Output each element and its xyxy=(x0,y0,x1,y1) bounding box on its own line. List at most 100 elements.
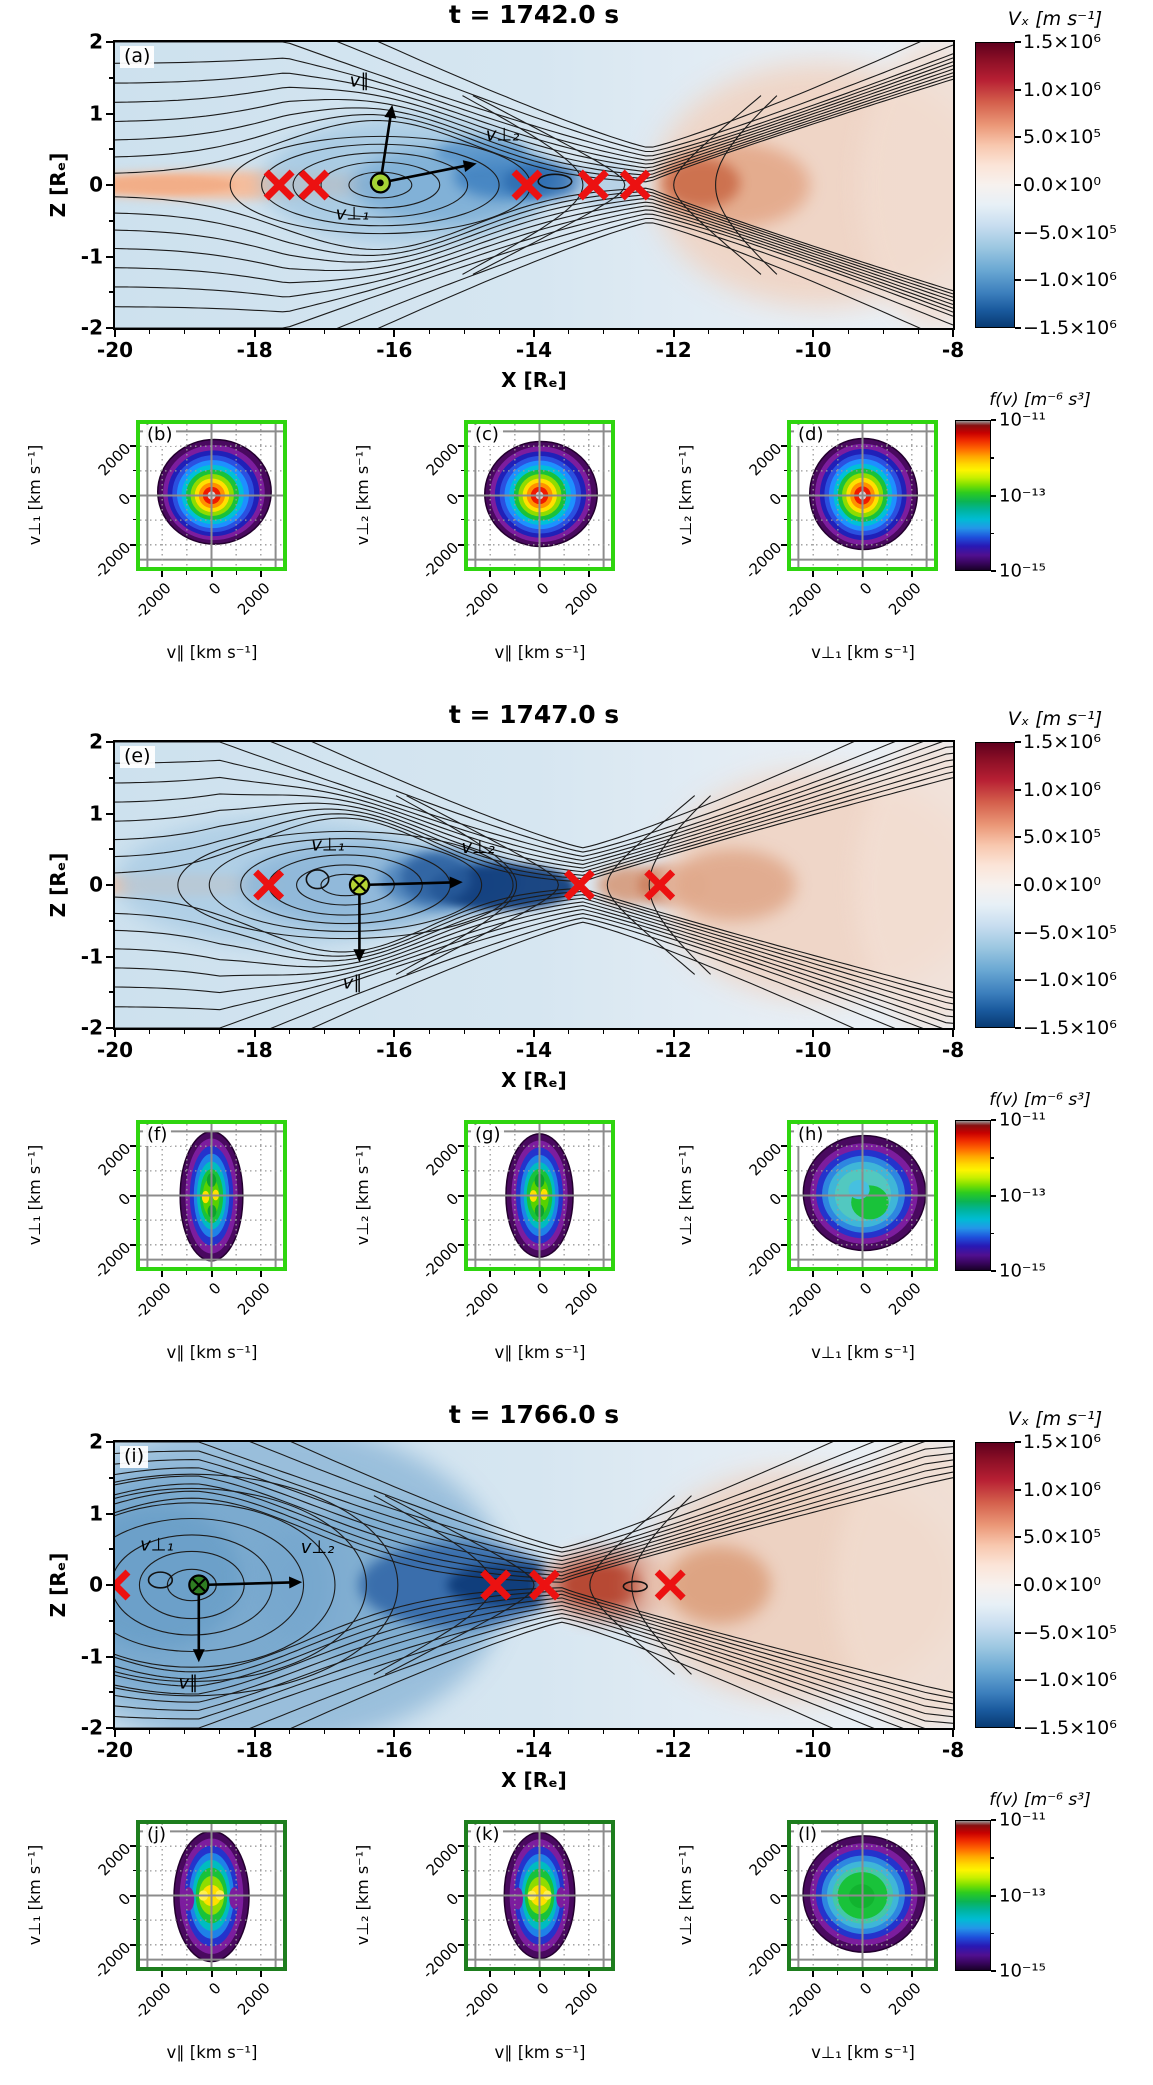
colorbar-tick xyxy=(991,1819,996,1821)
axis-tick xyxy=(952,1030,954,1037)
dist-y-axis-label: v⊥₂ [km s⁻¹] xyxy=(353,444,372,546)
axis-tick xyxy=(109,776,113,779)
vdf-heatmap xyxy=(140,1124,283,1267)
vx-colorbar-tick-label: −1.0×10⁶ xyxy=(1023,969,1117,992)
colorbar-tick xyxy=(991,419,996,421)
dist-axis-tick xyxy=(783,1169,787,1171)
dist-axis-tick xyxy=(161,571,164,577)
fv-colorbar xyxy=(955,1820,991,1971)
dist-axis-tick xyxy=(783,519,787,521)
vector-label: v⊥₂ xyxy=(486,125,520,146)
fv-colorbar-title: f(v) [m⁻⁶ s³] xyxy=(989,1790,1091,1810)
dist-axis-tick xyxy=(460,1919,464,1921)
fv-colorbar-tick-label: 10⁻¹⁵ xyxy=(999,560,1046,582)
axis-tick xyxy=(109,991,113,994)
x-tick-label: -20 xyxy=(96,1738,134,1762)
colorbar-tick xyxy=(1015,41,1021,43)
dist-axis-tick xyxy=(781,543,787,546)
vector-label: v⊥₁ xyxy=(336,203,370,224)
z-tick-label: -1 xyxy=(80,244,103,269)
axis-tick xyxy=(109,76,113,79)
panel-letter: (e) xyxy=(120,745,155,768)
figure-section: t = 1742.0 s Z [Rₑ] v∥ v⊥₂ v⊥₁ (a) X [Rₑ] … xyxy=(0,0,1153,685)
dist-axis-tick xyxy=(458,543,464,546)
axis-tick xyxy=(109,291,113,294)
x-line-marker xyxy=(253,869,285,901)
panel-title: t = 1742.0 s xyxy=(448,0,620,29)
vector-label: v∥ xyxy=(178,1673,198,1694)
vx-colorbar xyxy=(975,742,1015,1028)
colorbar-tick xyxy=(1015,327,1021,329)
vdf-heatmap xyxy=(468,1824,611,1967)
fv-colorbar-tick-label: 10⁻¹³ xyxy=(999,485,1046,506)
dist-axis-tick xyxy=(458,1943,464,1946)
axis-tick xyxy=(106,327,113,329)
arrowhead xyxy=(353,949,366,963)
axis-tick xyxy=(184,1730,186,1734)
axis-tick xyxy=(743,1730,744,1734)
vdf-heatmap xyxy=(140,424,283,567)
vx-colorbar-tick-label: 0.0×10⁰ xyxy=(1023,1574,1101,1596)
dist-axis-tick xyxy=(259,1271,262,1277)
dist-panel: (d) xyxy=(787,420,938,571)
axis-tick xyxy=(498,1730,500,1734)
arrowhead xyxy=(288,1576,303,1589)
x-axis-label: X [Rₑ] xyxy=(501,1068,567,1092)
dist-x-axis-label: v∥ [km s⁻¹] xyxy=(166,2043,258,2062)
z-tick-label: 0 xyxy=(89,1572,103,1597)
colorbar-tick xyxy=(1015,88,1021,91)
axis-tick xyxy=(219,1030,221,1034)
dist-axis-tick xyxy=(259,571,262,577)
dist-axis-tick xyxy=(514,1971,516,1975)
colorbar-tick xyxy=(991,570,996,572)
figure-section: t = 1766.0 s Z [Rₑ] v⊥₂ v∥ v⊥₁ (i) X [Rₑ] … xyxy=(0,1400,1153,2085)
colorbar-tick xyxy=(1015,136,1021,139)
x-line-marker xyxy=(529,1569,560,1601)
colorbar-tick xyxy=(991,1270,996,1272)
colorbar-tick xyxy=(991,1194,996,1197)
dist-axis-tick xyxy=(130,1243,136,1246)
axis-tick xyxy=(882,1730,884,1734)
axis-tick xyxy=(812,330,815,337)
axis-tick xyxy=(106,1512,113,1515)
velocity-axis-arrow xyxy=(359,881,452,887)
fv-colorbar-title: f(v) [m⁻⁶ s³] xyxy=(989,390,1091,410)
fv-colorbar-tick-label: 10⁻¹¹ xyxy=(999,409,1046,431)
dist-axis-tick xyxy=(783,1869,787,1871)
x-axis-label: X [Rₑ] xyxy=(501,1768,567,1792)
x-tick-label: -8 xyxy=(941,1738,965,1762)
dist-axis-tick xyxy=(781,1894,787,1897)
dist-axis-tick xyxy=(132,1169,136,1171)
fv-colorbar-tick-label: 10⁻¹³ xyxy=(999,1885,1046,1906)
axis-tick xyxy=(777,1730,779,1734)
axis-tick xyxy=(358,1030,360,1034)
dist-axis-tick xyxy=(259,1971,262,1977)
x-line-marker xyxy=(654,1569,686,1601)
z-tick-label: 0 xyxy=(89,172,103,197)
axis-tick xyxy=(106,955,113,958)
axis-tick xyxy=(109,1691,113,1694)
dist-axis-tick xyxy=(781,1943,787,1946)
colorbar-tick xyxy=(1015,788,1021,791)
axis-tick xyxy=(289,1030,291,1034)
axis-tick xyxy=(463,1730,465,1734)
dist-x-axis-label: v⊥₁ [km s⁻¹] xyxy=(811,643,915,662)
dist-axis-tick xyxy=(812,1271,815,1277)
dist-axis-tick xyxy=(210,1971,213,1977)
dist-panel: (l) xyxy=(787,1820,938,1971)
dist-panel-letter: (l) xyxy=(794,1824,822,1846)
x-tick-label: -8 xyxy=(941,338,965,362)
axis-tick xyxy=(106,1655,113,1658)
dist-panel-letter: (c) xyxy=(471,424,503,446)
dist-y-axis-label: v⊥₁ [km s⁻¹] xyxy=(25,444,44,546)
axis-tick xyxy=(324,1030,325,1034)
x-line-marker xyxy=(619,169,651,201)
axis-tick xyxy=(184,330,186,334)
axis-tick xyxy=(106,884,113,886)
vx-colorbar-tick-label: 1.5×10⁶ xyxy=(1023,1431,1101,1453)
colorbar-minor-tick xyxy=(991,457,994,459)
axis-tick xyxy=(106,1441,113,1443)
flow-feature xyxy=(401,852,472,903)
colorbar-minor-tick xyxy=(991,1232,994,1235)
